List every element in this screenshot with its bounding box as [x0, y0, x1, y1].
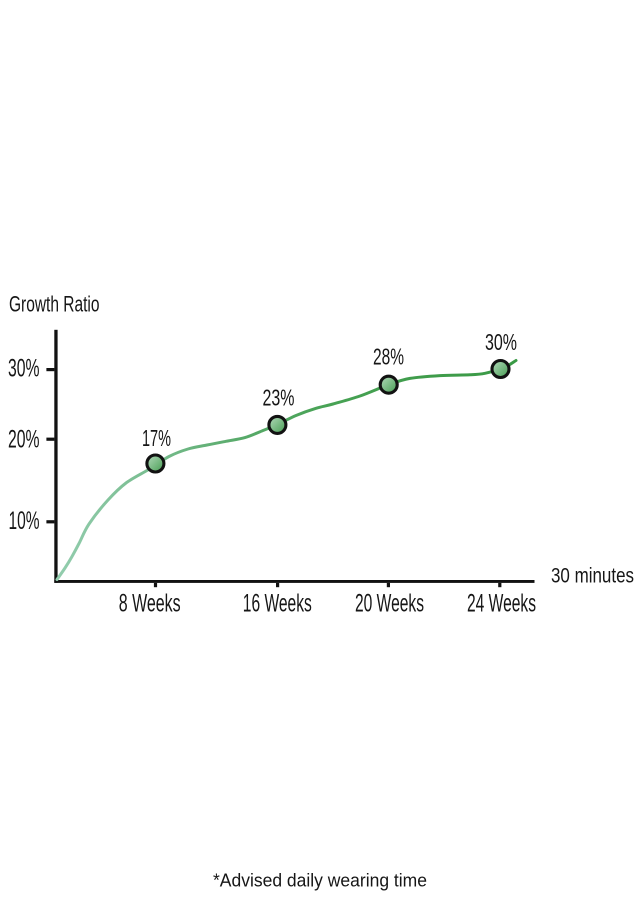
- svg-text:23%: 23%: [263, 385, 295, 411]
- svg-text:30 minutes: 30 minutes: [551, 564, 634, 588]
- svg-text:24 Weeks: 24 Weeks: [467, 590, 536, 618]
- svg-text:30%: 30%: [8, 355, 40, 383]
- svg-text:10%: 10%: [9, 507, 40, 535]
- svg-text:20%: 20%: [8, 425, 40, 453]
- svg-text:Growth Ratio: Growth Ratio: [9, 292, 100, 317]
- svg-text:*Advised daily wearing time: *Advised daily wearing time: [213, 871, 427, 891]
- svg-text:17%: 17%: [142, 425, 171, 451]
- svg-text:8 Weeks: 8 Weeks: [119, 590, 181, 618]
- svg-text:30%: 30%: [485, 329, 517, 355]
- svg-text:16 Weeks: 16 Weeks: [243, 590, 312, 618]
- svg-text:28%: 28%: [373, 344, 404, 370]
- svg-text:20 Weeks: 20 Weeks: [355, 590, 424, 618]
